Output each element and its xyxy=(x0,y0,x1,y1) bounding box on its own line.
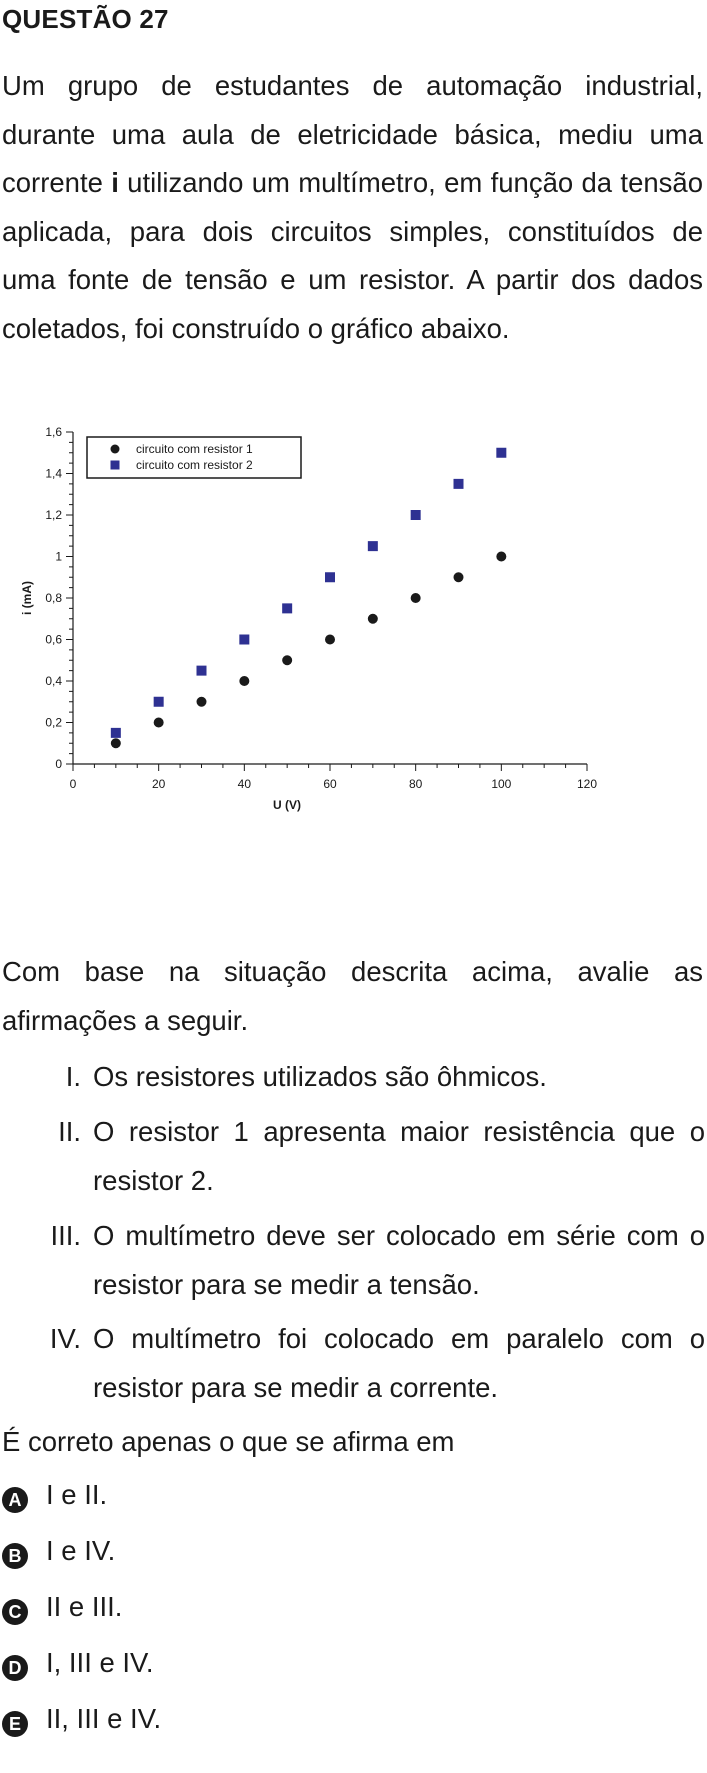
data-point-resistor-1 xyxy=(282,655,293,666)
legend-label: circuito com resistor 2 xyxy=(136,458,253,472)
y-tick-label: 0,8 xyxy=(45,591,62,605)
data-point-resistor-1 xyxy=(410,593,421,603)
option-text: I, III e IV. xyxy=(46,1647,154,1678)
statement-number: IV. xyxy=(49,1323,81,1354)
current-voltage-chart: 0 20 40 60 80 100 120 0 0,2 0,4 0,6 0,8 1 1,2 1,4 1,6 U … xyxy=(20,425,597,812)
statement-text: O resistor 1 apresenta maior resistência… xyxy=(93,1116,705,1196)
statement-number: I. xyxy=(65,1061,81,1092)
data-point-resistor-1 xyxy=(496,551,507,562)
data-point-resistor-2 xyxy=(110,727,121,738)
data-point-resistor-1 xyxy=(196,696,207,707)
y-tick-label: 0 xyxy=(55,757,62,771)
data-point-resistor-1 xyxy=(367,613,378,624)
x-tick-label: 0 xyxy=(70,777,77,791)
data-point-resistor-1 xyxy=(453,572,464,583)
data-point-resistor-2 xyxy=(196,665,207,676)
option-letter-badge: D xyxy=(2,1655,28,1681)
data-point-resistor-2 xyxy=(239,634,250,645)
statement-text: O multímetro deve ser colocado em série … xyxy=(93,1220,705,1300)
x-tick-label: 40 xyxy=(238,777,252,791)
statement-text: O multímetro foi colocado em paralelo co… xyxy=(93,1323,705,1403)
statement-number: II. xyxy=(58,1116,81,1147)
question-title: QUESTÃO 27 xyxy=(2,4,169,34)
data-point-resistor-2 xyxy=(367,541,378,552)
option-text: II e III. xyxy=(46,1591,123,1622)
option-letter-badge: E xyxy=(2,1711,28,1737)
statement-number: III. xyxy=(50,1220,81,1251)
option-text: I e IV. xyxy=(46,1535,116,1566)
legend-box xyxy=(86,436,302,479)
data-point-resistor-2 xyxy=(496,447,507,458)
y-tick-label: 0,6 xyxy=(45,633,62,647)
data-point-resistor-2 xyxy=(325,572,335,583)
y-tick-label: 1,4 xyxy=(45,467,62,481)
y-tick-label: 1,6 xyxy=(45,425,62,439)
data-point-resistor-2 xyxy=(153,696,164,707)
x-tick-label: 20 xyxy=(152,777,166,791)
x-tick-label: 80 xyxy=(409,777,423,791)
option-letter-badge: A xyxy=(2,1487,28,1513)
data-point-resistor-1 xyxy=(239,676,250,686)
y-tick-label: 0,4 xyxy=(45,674,62,688)
x-axis-label: U (V) xyxy=(273,798,301,812)
y-axis-label: i (mA) xyxy=(20,581,34,615)
x-tick-label: 120 xyxy=(577,777,597,791)
intro-text-before: Um grupo de estudantes de automação indu… xyxy=(2,70,703,198)
option-text: II, III e IV. xyxy=(46,1703,162,1734)
y-tick-label: 1 xyxy=(55,550,62,564)
question-prompt: É correto apenas o que se afirma em xyxy=(2,1426,455,1457)
legend-marker xyxy=(110,460,120,470)
question-intro: Um grupo de estudantes de automação indu… xyxy=(2,62,703,353)
data-point-resistor-2 xyxy=(453,478,464,489)
option-letter-badge: B xyxy=(2,1543,28,1569)
intro-text-after: utilizando um multímetro, em função da t… xyxy=(2,167,703,344)
option-letter-badge: C xyxy=(2,1599,28,1625)
data-point-resistor-1 xyxy=(110,738,121,749)
option-text: I e II. xyxy=(46,1479,108,1510)
y-tick-label: 0,2 xyxy=(45,716,62,730)
data-point-resistor-1 xyxy=(153,717,164,728)
legend-label: circuito com resistor 1 xyxy=(136,442,253,456)
intro-bold-variable: i xyxy=(111,167,119,198)
data-point-resistor-2 xyxy=(282,603,293,614)
y-tick-label: 1,2 xyxy=(45,508,62,522)
question-lead: Com base na situação descrita acima, ava… xyxy=(2,956,703,1036)
x-tick-label: 100 xyxy=(491,777,511,791)
x-tick-label: 60 xyxy=(323,777,337,791)
data-point-resistor-2 xyxy=(410,510,421,520)
data-point-resistor-1 xyxy=(325,634,335,645)
statement-text: Os resistores utilizados são ôhmicos. xyxy=(93,1061,547,1092)
legend-marker xyxy=(110,444,120,454)
